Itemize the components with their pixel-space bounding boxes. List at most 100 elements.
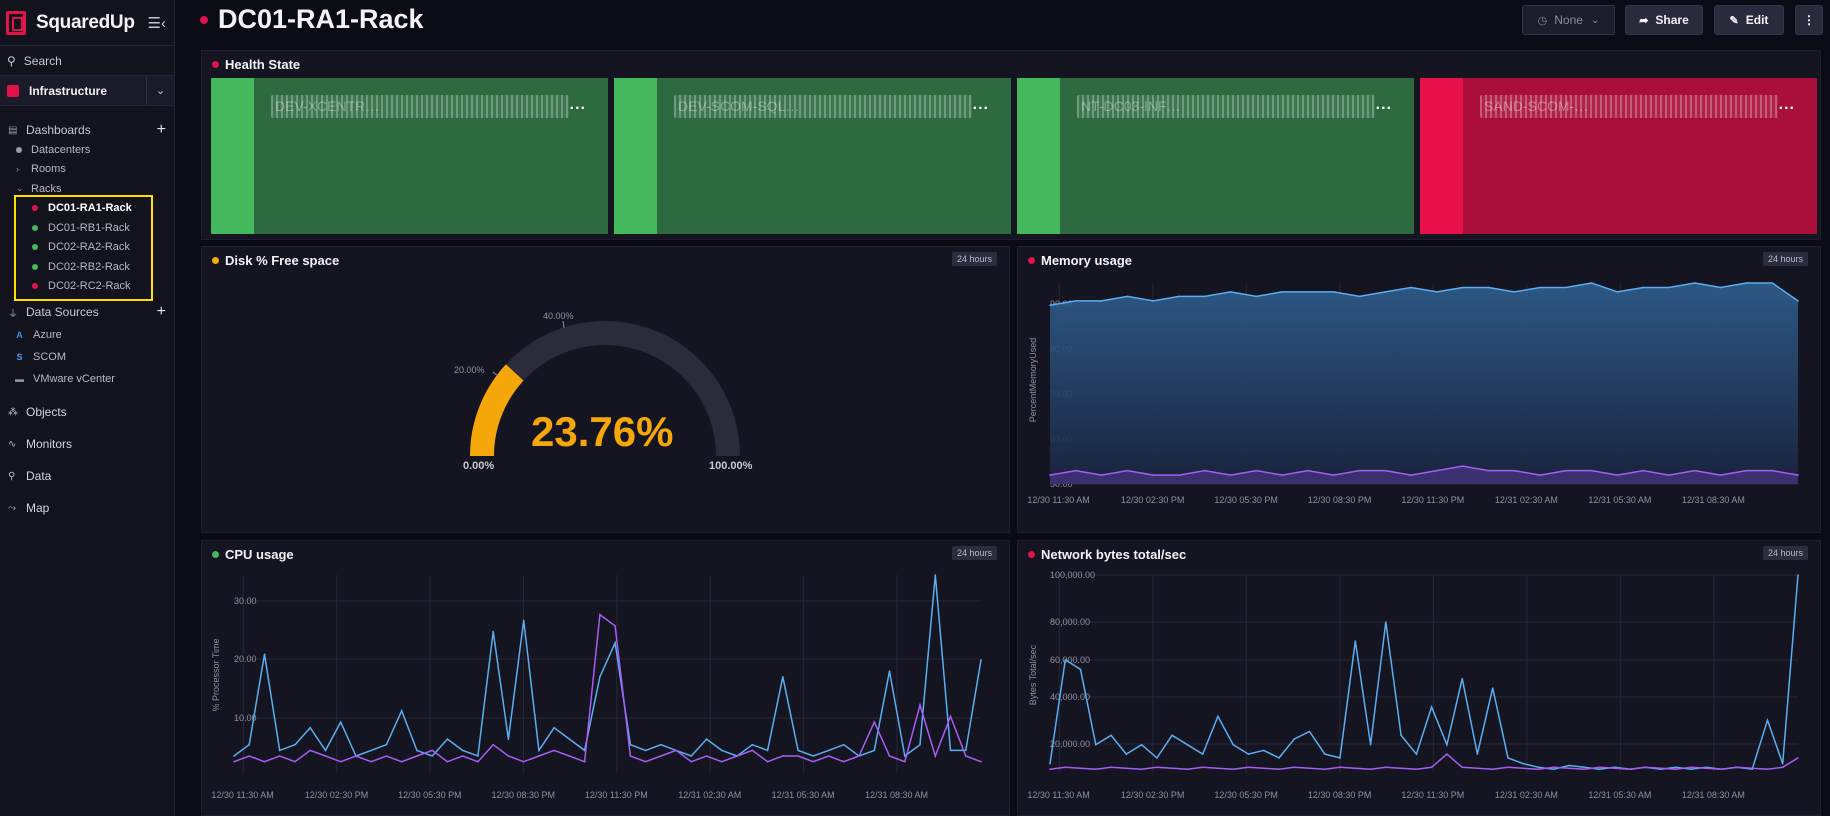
share-icon: ➦ xyxy=(1639,14,1649,27)
data-point xyxy=(1507,757,1509,759)
x-tick-label: 12/30 02:30 PM xyxy=(1121,495,1185,505)
sidebar-item-rooms[interactable]: › Rooms xyxy=(0,160,174,180)
gauge-min-label: 0.00% xyxy=(463,460,495,472)
timeframe-badge: 24 hours xyxy=(1762,546,1808,560)
data-point xyxy=(629,743,632,746)
data-point xyxy=(766,760,769,763)
bullet-icon xyxy=(16,146,22,153)
workspace-cube-icon xyxy=(7,84,19,97)
sidebar-item-rack[interactable]: DC02-RC2-Rack xyxy=(0,277,174,297)
objects-icon: ⁂ xyxy=(8,406,18,418)
x-tick-label: 12/30 08:30 PM xyxy=(1308,790,1372,800)
add-dashboard-icon[interactable]: + xyxy=(156,121,166,138)
nav-item-monitors[interactable]: ∿ Monitors xyxy=(0,428,174,460)
data-point xyxy=(1436,291,1438,293)
more-icon[interactable]: ... xyxy=(972,96,989,113)
gauge-max-label: 100.00% xyxy=(709,460,753,472)
data-point xyxy=(1095,743,1097,746)
monitors-icon: ∿ xyxy=(8,438,17,450)
more-options-button[interactable]: ⋮ xyxy=(1795,5,1823,35)
data-point xyxy=(1771,282,1773,284)
data-point xyxy=(1369,743,1372,746)
gauge-fill xyxy=(470,364,524,457)
more-icon[interactable]: ... xyxy=(1778,96,1795,113)
dashboards-label: Dashboards xyxy=(26,123,91,137)
data-point xyxy=(1568,767,1570,770)
data-point xyxy=(1553,768,1555,770)
data-point xyxy=(1204,469,1206,472)
data-point xyxy=(1491,687,1494,689)
edit-button[interactable]: ✎ Edit xyxy=(1714,5,1784,35)
nav-item-data[interactable]: ⚲ Data xyxy=(0,460,174,492)
data-point xyxy=(1513,291,1516,293)
main-nav: ⁂ Objects ∿ Monitors ⚲ Data ⤳ Map xyxy=(0,396,174,524)
health-state-block[interactable]: SAND-SCOM-…... xyxy=(1420,78,1817,234)
data-point xyxy=(248,743,250,746)
data-point xyxy=(1204,295,1206,298)
data-point xyxy=(431,755,434,757)
data-point xyxy=(263,653,266,655)
data-point xyxy=(1491,768,1494,770)
data-point xyxy=(1140,768,1143,770)
workspace-selector[interactable]: Infrastructure ⌄ xyxy=(0,76,174,106)
data-point xyxy=(1178,295,1180,298)
sidebar-item-rack[interactable]: DC01-RA1-Rack xyxy=(0,199,174,219)
data-point xyxy=(1781,762,1784,765)
search[interactable]: ⚲ Search xyxy=(0,46,174,76)
share-button[interactable]: ➦ Share xyxy=(1625,5,1703,35)
gauge-tick-40 xyxy=(562,320,565,329)
sidebar-item-data-source[interactable]: ▬ VMware vCenter xyxy=(0,368,174,390)
data-point xyxy=(1410,474,1412,476)
sidebar-item-rack[interactable]: DC02-RA2-Rack xyxy=(0,238,174,258)
x-tick-label: 12/30 05:30 PM xyxy=(1214,495,1278,505)
tile-title-text: Network bytes total/sec xyxy=(1041,547,1187,562)
sidebar-item-rack[interactable]: DC02-RB2-Rack xyxy=(0,257,174,277)
sidebar-item-data-source[interactable]: A Azure xyxy=(0,324,174,346)
data-point xyxy=(461,755,464,757)
data-point xyxy=(1281,474,1283,476)
status-dot xyxy=(32,224,38,231)
series-line xyxy=(1049,465,1799,476)
data-point xyxy=(1616,474,1619,476)
sidebar-item-label: DC02-RA2-Rack xyxy=(48,241,130,254)
more-icon[interactable]: ... xyxy=(1375,96,1392,113)
data-point xyxy=(248,755,250,757)
tile-title: CPU usage xyxy=(212,547,294,562)
data-point xyxy=(1539,474,1541,476)
disk-free-space-tile: Disk % Free space 24 hours xyxy=(201,246,1010,533)
health-state-block[interactable]: DEV-XCENTR…... xyxy=(211,78,608,234)
series-line xyxy=(1049,753,1799,770)
data-point xyxy=(1049,768,1051,770)
chevron-down-icon[interactable]: ⌄ xyxy=(146,76,174,105)
data-point xyxy=(1217,715,1219,718)
series-area xyxy=(1050,466,1798,484)
sidebar-item-racks[interactable]: ⌄ Racks xyxy=(0,179,174,199)
nav-item-map[interactable]: ⤳ Map xyxy=(0,492,174,524)
data-point xyxy=(1629,768,1631,770)
network-bytes-tile: Network bytes total/sec 24 hours xyxy=(1017,540,1821,816)
data-point xyxy=(1369,768,1372,770)
data-point xyxy=(1247,766,1250,769)
data-point xyxy=(1537,766,1540,769)
sidebar-item-datacenters[interactable]: Datacenters xyxy=(0,140,174,160)
add-data-source-icon[interactable]: + xyxy=(156,303,166,320)
nav-item-objects[interactable]: ⁂ Objects xyxy=(0,396,174,428)
sidebar-item-rack[interactable]: DC01-RB1-Rack xyxy=(0,218,174,238)
data-point xyxy=(522,760,525,763)
data-point xyxy=(782,755,784,757)
data-point xyxy=(599,613,601,616)
data-point xyxy=(1125,753,1128,755)
dashboards-section-header[interactable]: ▤ Dashboards + xyxy=(0,120,174,140)
data-point xyxy=(980,760,982,763)
health-state-block[interactable]: NT-DC03-INF…... xyxy=(1017,78,1414,234)
sidebar-item-data-source[interactable]: S SCOM xyxy=(0,346,174,368)
more-icon[interactable]: ... xyxy=(569,96,586,113)
data-sources-section-header[interactable]: ⏚ Data Sources + xyxy=(0,302,174,322)
data-point xyxy=(1522,762,1524,765)
x-tick-label: 12/30 05:30 PM xyxy=(1214,790,1278,800)
timeframe-none-dropdown[interactable]: ◷ None ⌄ xyxy=(1522,5,1615,35)
health-state-block[interactable]: DEV-SCOM-SQL…... xyxy=(614,78,1011,234)
collapse-menu-icon[interactable]: ☰‹ xyxy=(147,14,166,32)
status-dot xyxy=(1028,551,1035,558)
data-point xyxy=(1156,757,1158,759)
